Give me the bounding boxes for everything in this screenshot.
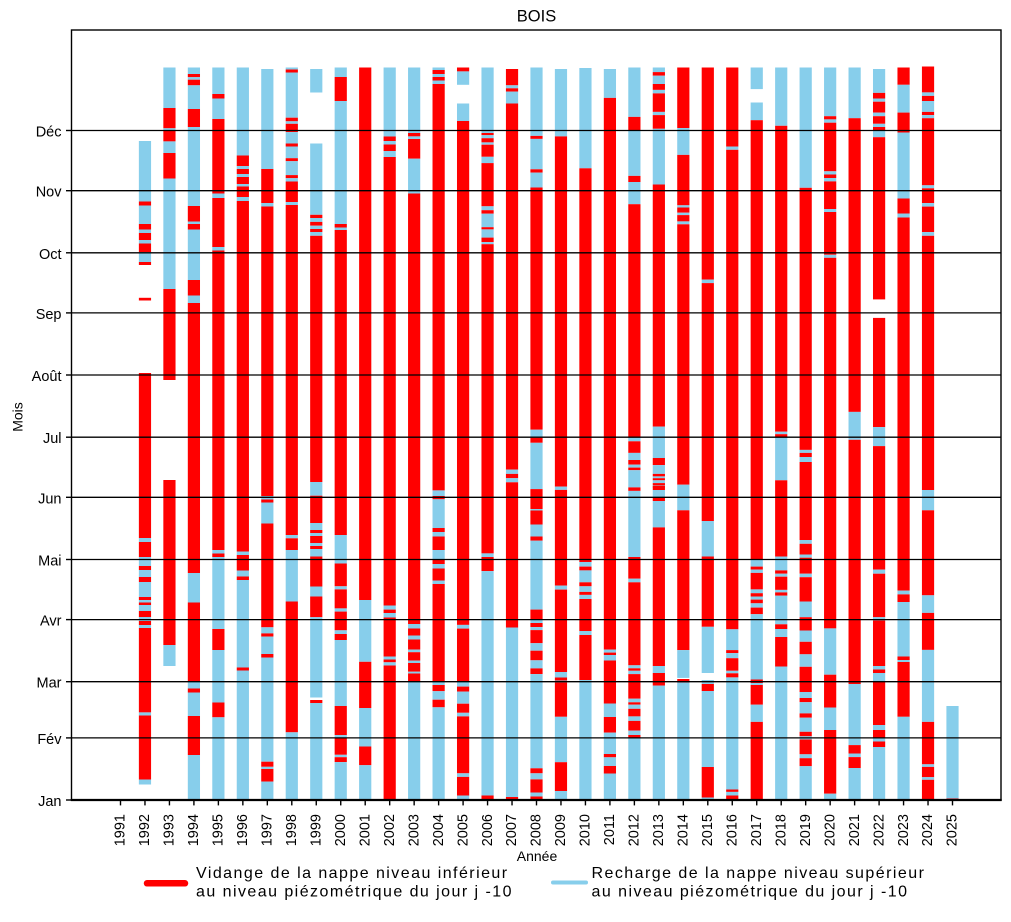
svg-text:2007: 2007: [504, 814, 520, 846]
svg-text:2018: 2018: [773, 814, 789, 846]
svg-text:Mar: Mar: [37, 676, 62, 692]
svg-text:1997: 1997: [260, 814, 276, 846]
svg-text:2000: 2000: [333, 814, 349, 846]
svg-text:1998: 1998: [284, 814, 300, 846]
svg-text:2010: 2010: [578, 814, 594, 846]
svg-text:Mois: Mois: [10, 402, 26, 432]
svg-text:Vidange de la nappe niveau inf: Vidange de la nappe niveau inférieur: [196, 865, 509, 882]
svg-text:Jun: Jun: [38, 491, 61, 507]
svg-text:2005: 2005: [455, 814, 471, 846]
svg-text:2024: 2024: [920, 814, 936, 846]
svg-text:2013: 2013: [651, 814, 667, 846]
svg-text:BOIS: BOIS: [517, 8, 556, 26]
svg-text:au niveau piézométrique du jou: au niveau piézométrique du jour j -10: [196, 884, 513, 901]
svg-text:Nov: Nov: [36, 185, 63, 201]
svg-text:2021: 2021: [847, 814, 863, 846]
svg-text:Fév: Fév: [37, 732, 62, 748]
svg-text:1991: 1991: [113, 814, 129, 846]
svg-text:Mai: Mai: [38, 554, 61, 570]
svg-text:2003: 2003: [406, 814, 422, 846]
svg-text:2012: 2012: [627, 814, 643, 846]
svg-text:2002: 2002: [382, 814, 398, 846]
svg-text:2008: 2008: [529, 814, 545, 846]
svg-text:Jan: Jan: [38, 794, 61, 810]
svg-text:Août: Août: [32, 369, 62, 385]
svg-text:Avr: Avr: [40, 614, 62, 630]
svg-text:1992: 1992: [137, 814, 153, 846]
svg-text:2025: 2025: [945, 814, 961, 846]
svg-text:2006: 2006: [480, 814, 496, 846]
svg-text:2017: 2017: [749, 814, 765, 846]
svg-text:2009: 2009: [553, 814, 569, 846]
svg-text:1994: 1994: [186, 814, 202, 846]
svg-text:Oct: Oct: [39, 247, 62, 263]
svg-text:Année: Année: [517, 848, 558, 864]
svg-text:1996: 1996: [235, 814, 251, 846]
svg-text:Recharge de la nappe niveau su: Recharge de la nappe niveau supérieur: [592, 865, 926, 882]
svg-text:2023: 2023: [896, 814, 912, 846]
svg-text:2020: 2020: [822, 814, 838, 846]
svg-text:2011: 2011: [602, 814, 618, 845]
svg-text:Déc: Déc: [36, 125, 62, 141]
svg-text:2016: 2016: [724, 814, 740, 846]
svg-text:1995: 1995: [211, 814, 227, 846]
svg-text:1999: 1999: [308, 814, 324, 846]
svg-text:1993: 1993: [162, 814, 178, 846]
svg-text:Jul: Jul: [43, 431, 62, 447]
svg-text:2015: 2015: [700, 814, 716, 846]
svg-text:2014: 2014: [676, 814, 692, 846]
svg-text:au niveau piézométrique du jou: au niveau piézométrique du jour j -10: [592, 884, 909, 901]
svg-text:2019: 2019: [798, 814, 814, 846]
svg-text:2001: 2001: [357, 814, 373, 846]
svg-text:Sep: Sep: [36, 307, 62, 323]
svg-text:2022: 2022: [871, 814, 887, 846]
svg-text:2004: 2004: [431, 814, 447, 846]
